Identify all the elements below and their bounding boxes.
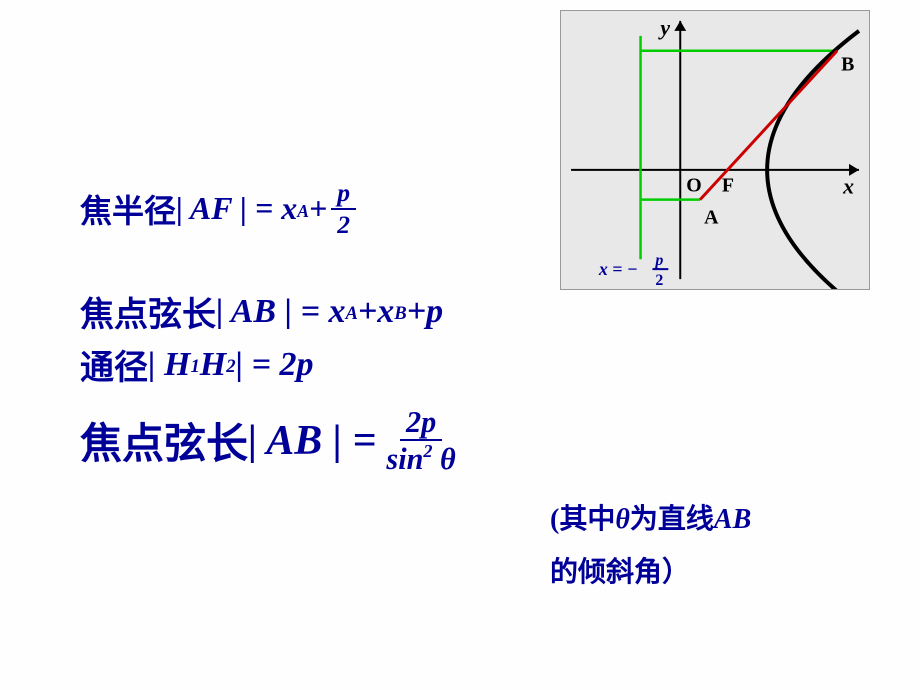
theta: θ (440, 443, 456, 477)
h1-sub: 1 (190, 356, 199, 378)
xa-var: x (281, 190, 297, 227)
ab-lhs-1: | AB | = (216, 293, 320, 331)
frac-2p-sin: 2p sin2 θ (380, 407, 461, 475)
focal-chord-formula-1: 焦点弦长 | AB | = xA + xB + p (80, 287, 880, 336)
h2-h: H (200, 346, 226, 384)
sin-sup: 2 (423, 441, 432, 461)
focal-radius-label: 焦半径 (80, 186, 176, 232)
note-theta: θ (615, 504, 630, 535)
xa2-var: x (328, 293, 345, 331)
latus-rectum-label: 通径 (80, 340, 148, 389)
plus2a: + (358, 293, 377, 331)
note-zh2: 为直线 (630, 504, 714, 535)
focal-radius-formula: 焦半径 | AF | = xA + p 2 (80, 180, 880, 237)
h1h2-open: | H (148, 346, 190, 384)
note-open: ( (550, 504, 559, 535)
latus-rectum-formula: 通径 | H1 H2 | = 2p (80, 340, 880, 389)
plus2b: + (407, 293, 426, 331)
theta-note-line1: (其中θ为直线AB (550, 495, 751, 545)
y-axis-arrow (674, 21, 686, 31)
p-term: p (426, 293, 443, 331)
note-zh3: 的倾斜角） (550, 557, 690, 588)
xb-var: x (377, 293, 394, 331)
frac-p2: p 2 (331, 180, 356, 237)
theta-note-line2: 的倾斜角） (550, 548, 690, 598)
frac-den-sin: sin2 θ (380, 441, 461, 474)
eq-2p: | = 2p (236, 346, 314, 384)
focal-chord-formula-2: 焦点弦长 | AB | = 2p sin2 θ (80, 407, 880, 475)
label-y: y (657, 16, 670, 40)
focal-chord-label-2: 焦点弦长 (80, 410, 248, 471)
frac-num-2p: 2p (400, 407, 442, 441)
sin-text: sin (386, 443, 423, 477)
frac-p2-den: 2 (331, 210, 356, 238)
xa-sub: A (297, 201, 309, 222)
formula-area: 焦半径 | AF | = xA + p 2 焦点弦长 | AB | = xA +… (80, 180, 880, 485)
xb-sub: B (394, 303, 406, 325)
frac-p2-num: p (331, 180, 356, 210)
note-zh1: 其中 (559, 504, 615, 535)
plus1: + (309, 190, 327, 227)
label-B: B (841, 54, 854, 76)
focal-chord-label-1: 焦点弦长 (80, 287, 216, 336)
ab-lhs-2: | AB | = (248, 417, 376, 465)
note-ab: AB (714, 504, 751, 535)
af-lhs: | AF | = (176, 190, 273, 227)
xa2-sub: A (345, 303, 357, 325)
h2-sub: 2 (226, 356, 235, 378)
